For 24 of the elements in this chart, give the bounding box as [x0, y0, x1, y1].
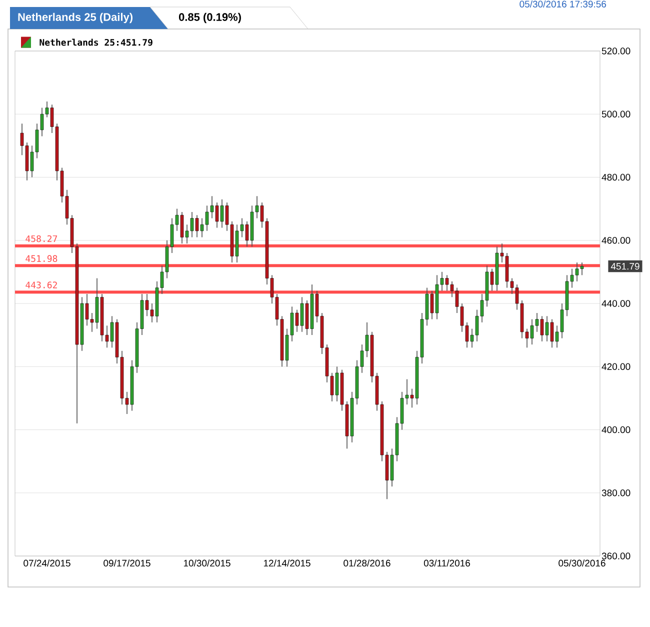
ref-line-label: 451.98 — [26, 255, 58, 262]
ref-line-label: 458.27 — [26, 235, 58, 242]
x-tick-label: 09/17/2015 — [104, 560, 150, 567]
y-tick-label: 460.00 — [602, 237, 630, 244]
y-tick-label: 400.00 — [602, 426, 630, 434]
chart-title: Netherlands 25 (Daily) — [18, 12, 133, 24]
ref-line-label: 443.62 — [26, 282, 57, 288]
y-tick-label: 420.00 — [602, 363, 630, 370]
text: 451.79 — [610, 262, 640, 270]
y-tick-label: 500.00 — [602, 110, 630, 118]
y-tick-label: 360.00 — [602, 552, 630, 560]
y-tick-label: 380.00 — [602, 490, 630, 496]
x-tick-label: 01/28/2016 — [344, 560, 390, 567]
x-tick-label: 12/14/2015 — [264, 560, 310, 567]
x-tick-label: 03/11/2016 — [424, 560, 470, 567]
text: 05/30/2016 17:39:56 — [520, 0, 606, 8]
chart-subtitle: 0.85 (0.19%) — [178, 12, 241, 24]
legend-label: Netherlands 25:451.79 — [40, 38, 152, 46]
x-tick-label: 07/24/2015 — [24, 560, 70, 567]
y-tick-label: 440.00 — [602, 300, 630, 307]
y-tick-label: 480.00 — [602, 174, 630, 181]
y-tick-label: 520.00 — [602, 48, 630, 54]
x-tick-label: 10/30/2015 — [184, 560, 230, 567]
x-tick-label: 05/30/2016 — [558, 560, 606, 567]
